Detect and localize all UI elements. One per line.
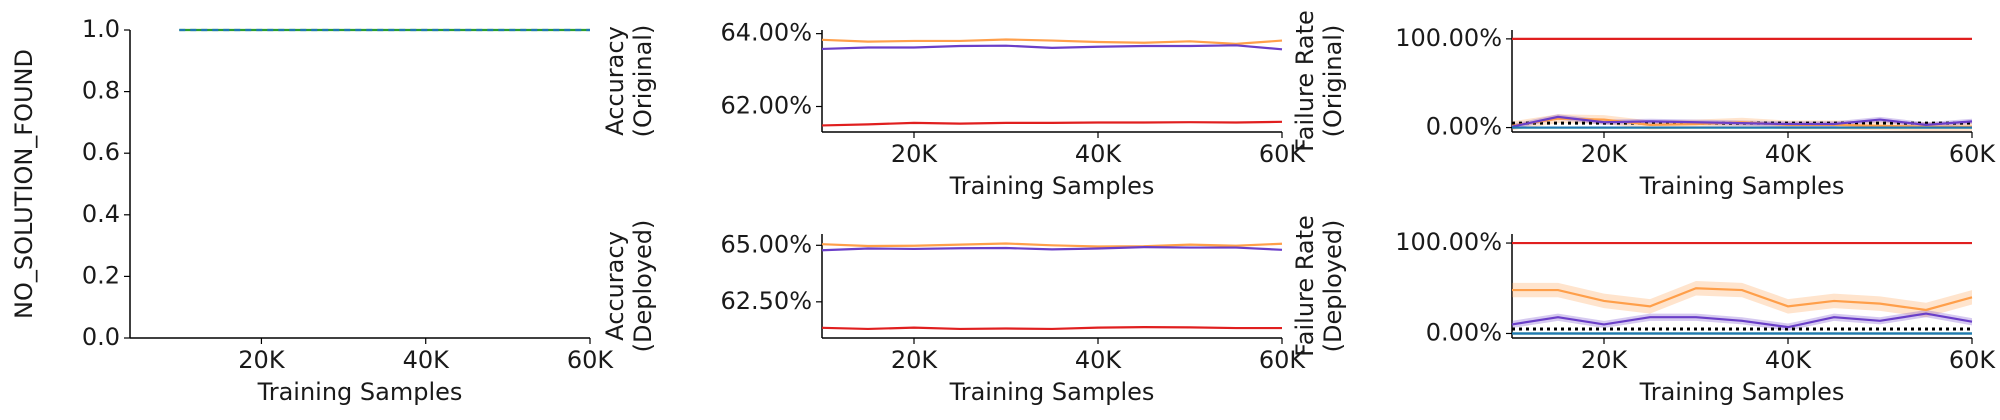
series-3-line (821, 120, 1283, 127)
x-tick-label: 40K (1075, 346, 1123, 374)
x-tick-label: 20K (891, 346, 939, 374)
x-tick-label: 40K (1765, 140, 1813, 168)
x-tick-label: 20K (1581, 346, 1629, 374)
x-tick-label: 60K (1259, 140, 1307, 168)
y-tick-label: 0.4 (82, 200, 120, 228)
y-tick-label: 65.00% (720, 230, 812, 258)
series-1-line (821, 38, 1283, 45)
subplot-5: 0.00% 100.00% 20K 40K 60K Training Samples Fai… (1291, 215, 1996, 406)
y-tick-label: 0.00% (1426, 113, 1502, 141)
x-axis-title: Training Samples (257, 378, 463, 406)
x-tick-label: 40K (1075, 140, 1123, 168)
y-axis-title: Failure Rate(Deployed) (1291, 215, 1347, 357)
y-axis-title: NO_SOLUTION_FOUND (10, 49, 38, 319)
x-tick-label: 40K (1765, 346, 1813, 374)
x-tick-label: 40K (403, 346, 451, 374)
x-axis-title: Training Samples (1639, 378, 1845, 406)
y-tick-label: 0.6 (82, 138, 120, 166)
x-tick-label: 60K (1949, 140, 1997, 168)
series-2-band (1512, 281, 1972, 318)
subplot-4: 62.50% 65.00% 20K 40K 60K Training Samples Acc… (601, 220, 1306, 406)
y-tick-label: 0.2 (82, 261, 120, 289)
series-2-line (1512, 287, 1973, 312)
x-axis-title: Training Samples (949, 378, 1155, 406)
y-tick-label: 1.0 (82, 15, 120, 43)
series-3-line (1511, 312, 1973, 329)
series-1-line (821, 242, 1283, 248)
y-tick-label: 100.00% (1395, 24, 1502, 52)
y-tick-label: 100.00% (1395, 228, 1502, 256)
series-3-line (1511, 115, 1973, 128)
y-tick-label: 0.0 (82, 323, 120, 351)
x-tick-label: 60K (567, 346, 615, 374)
y-tick-label: 0.8 (82, 77, 120, 105)
x-tick-label: 20K (238, 346, 286, 374)
x-axis-title: Training Samples (949, 172, 1155, 200)
y-tick-label: 64.00% (720, 19, 812, 47)
y-tick-label: 62.50% (720, 287, 812, 315)
series-2-line (821, 246, 1283, 252)
y-tick-label: 62.00% (720, 92, 812, 120)
series-3-line (821, 326, 1282, 331)
x-tick-label: 20K (891, 140, 939, 168)
subplot-1: 0.0 0.2 0.4 0.6 0.8 1.0 20K 40K 60K Training Samp… (10, 15, 614, 406)
y-axis-title: Accuracy(Original) (601, 25, 657, 138)
x-tick-label: 20K (1581, 140, 1629, 168)
x-tick-label: 60K (1259, 346, 1307, 374)
y-tick-label: 0.00% (1426, 318, 1502, 346)
x-axis-title: Training Samples (1639, 172, 1845, 200)
subplot-3: 0.00% 100.00% 20K 40K 60K Training Samples Fai… (1291, 10, 1996, 200)
y-axis-title: Failure Rate(Original) (1291, 10, 1347, 152)
x-tick-label: 60K (1949, 346, 1997, 374)
series-2-line (821, 44, 1283, 51)
subplot-2: 62.00% 64.00% 20K 40K 60K Training Samples Acc… (601, 19, 1306, 200)
y-axis-title: Accuracy(Deployed) (601, 220, 657, 353)
